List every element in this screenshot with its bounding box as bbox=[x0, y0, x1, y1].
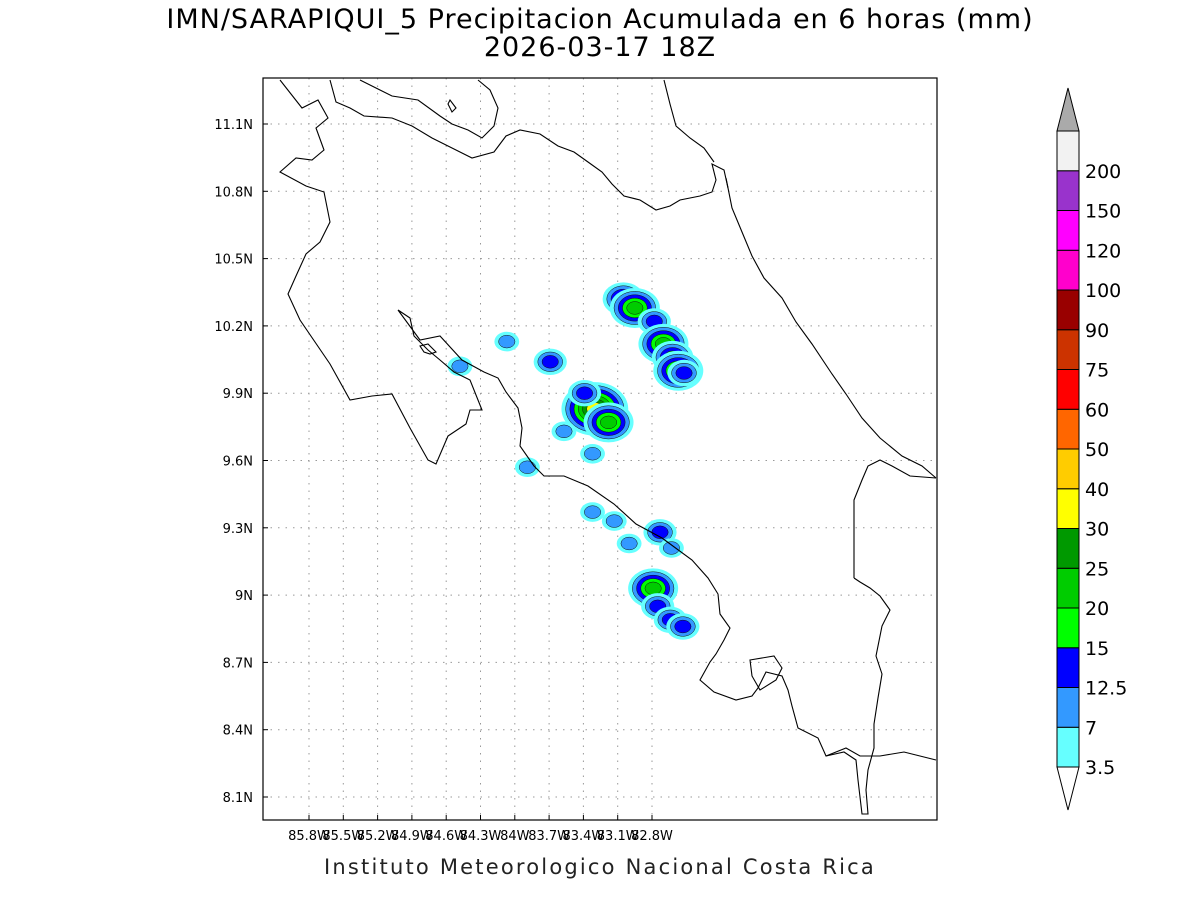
colorbar-segment bbox=[1056, 130, 1080, 172]
lon-tick-label: 83.1W bbox=[597, 829, 639, 844]
lat-tick-label: 8.1N bbox=[223, 791, 253, 806]
lon-tick-label: 83.7W bbox=[528, 829, 570, 844]
rain-cell bbox=[580, 502, 605, 522]
rain-cell bbox=[447, 356, 473, 377]
lon-tick-label: 84.3W bbox=[460, 829, 502, 844]
colorbar-label: 40 bbox=[1085, 479, 1109, 501]
lat-tick-label: 9.6N bbox=[223, 455, 253, 470]
rain-cell bbox=[533, 348, 567, 375]
lat-tick-label: 10.8N bbox=[214, 185, 253, 200]
rain-cell bbox=[580, 443, 605, 464]
colorbar-segment bbox=[1056, 170, 1080, 211]
colorbar-segment bbox=[1056, 567, 1080, 609]
lat-tick-label: 10.5N bbox=[214, 253, 253, 268]
colorbar-label: 75 bbox=[1085, 360, 1109, 382]
lat-tick-label: 11.1N bbox=[214, 118, 253, 133]
rain-contour bbox=[600, 415, 618, 430]
colorbar-label: 15 bbox=[1085, 638, 1109, 660]
colorbar-segment bbox=[1056, 488, 1080, 529]
lon-tick-label: 83.4W bbox=[562, 829, 604, 844]
colorbar-label: 12.5 bbox=[1085, 678, 1127, 700]
colorbar-label: 50 bbox=[1085, 439, 1109, 461]
longitude-tick-labels: 85.8W85.5W85.2W84.9W84.6W84.3W84W83.7W83… bbox=[288, 829, 673, 844]
colorbar-segment bbox=[1056, 647, 1080, 688]
map-frame bbox=[262, 77, 938, 821]
lat-tick-label: 9.9N bbox=[223, 387, 253, 402]
colorbar-label: 150 bbox=[1085, 201, 1121, 223]
colorbar-segment bbox=[1056, 289, 1080, 331]
lon-tick-label: 85.2W bbox=[357, 829, 399, 844]
precipitation-field bbox=[447, 282, 704, 640]
colorbar-label: 3.5 bbox=[1085, 757, 1115, 779]
colorbar-segment bbox=[1056, 329, 1080, 370]
colorbar-label: 20 bbox=[1085, 598, 1109, 620]
rain-contour bbox=[541, 355, 559, 369]
colorbar-label: 200 bbox=[1085, 161, 1121, 183]
latitude-tick-labels: 11.1N 10.8N 10.5N 10.2N 9.9N 9.6N 9.3N 9N 8.7N 8.… bbox=[214, 118, 253, 806]
lat-tick-label: 8.7N bbox=[223, 656, 253, 671]
lon-tick-label: 84W bbox=[500, 829, 530, 844]
rain-contour bbox=[675, 366, 693, 380]
footer-credit: Instituto Meteorologico Nacional Costa R… bbox=[324, 855, 876, 879]
colorbar-segment bbox=[1056, 210, 1080, 251]
colorbar-segment bbox=[1056, 369, 1080, 410]
lon-tick-label: 85.5W bbox=[322, 829, 364, 844]
colorbar-segment bbox=[1056, 249, 1080, 291]
rain-contour bbox=[584, 505, 601, 519]
colorbar-label: 30 bbox=[1085, 519, 1109, 541]
rain-cell bbox=[666, 613, 700, 640]
rain-cell bbox=[659, 538, 684, 558]
colorbar-segment bbox=[1056, 687, 1080, 728]
colorbar-segment bbox=[1056, 528, 1080, 569]
colorbar-label: 100 bbox=[1085, 280, 1121, 302]
colorbar-label: 60 bbox=[1085, 399, 1109, 421]
lon-tick-label: 85.8W bbox=[288, 829, 330, 844]
colorbar-label: 90 bbox=[1085, 320, 1109, 342]
rain-contour bbox=[451, 359, 469, 373]
colorbar-label: 25 bbox=[1085, 558, 1109, 580]
colorbar-segment bbox=[1056, 408, 1080, 450]
map-subtitle-date: 2026-03-17 18Z bbox=[483, 32, 717, 63]
lat-tick-label: 10.2N bbox=[214, 320, 253, 335]
map-title: IMN/SARAPIQUI_5 Precipitacion Acumulada … bbox=[166, 4, 1034, 35]
lon-tick-label: 84.6W bbox=[425, 829, 467, 844]
rain-contour bbox=[644, 581, 662, 596]
lat-tick-label: 9.3N bbox=[223, 522, 253, 537]
rain-contour bbox=[518, 460, 536, 474]
rain-cell bbox=[667, 359, 701, 387]
colorbar-label: 7 bbox=[1085, 717, 1097, 739]
rain-contour bbox=[620, 536, 638, 551]
rain-cell bbox=[583, 402, 634, 443]
rain-cell bbox=[601, 511, 627, 531]
rain-contour bbox=[605, 514, 623, 528]
lat-tick-label: 8.4N bbox=[223, 724, 253, 739]
lon-tick-label: 82.8W bbox=[631, 829, 673, 844]
map-area bbox=[279, 79, 937, 815]
colorbar-segment bbox=[1056, 607, 1080, 649]
colorbar-under-arrow bbox=[1056, 766, 1080, 811]
colorbar-label: 120 bbox=[1085, 240, 1121, 262]
colorbar-segment bbox=[1056, 448, 1080, 490]
rain-contour bbox=[662, 541, 680, 555]
rain-contour bbox=[626, 301, 644, 315]
rain-cell bbox=[551, 421, 577, 442]
rain-contour bbox=[584, 447, 601, 461]
colorbar-over-arrow bbox=[1056, 87, 1080, 132]
colorbar-segment bbox=[1056, 726, 1080, 768]
map-grid bbox=[263, 78, 937, 820]
lon-tick-label: 84.9W bbox=[391, 829, 433, 844]
coastline bbox=[279, 79, 937, 815]
rain-cell bbox=[616, 533, 642, 554]
rain-contour bbox=[498, 334, 516, 349]
rain-contour bbox=[576, 386, 593, 400]
rain-contour bbox=[674, 619, 692, 634]
rain-cell bbox=[494, 331, 520, 352]
lat-tick-label: 9N bbox=[235, 589, 253, 604]
rain-cell bbox=[514, 457, 540, 478]
colorbar-legend: 3.5 7 12.5 15 20 25 30 40 50 60 75 90 100 120 150 200 bbox=[1056, 87, 1127, 811]
rain-contour bbox=[555, 424, 573, 438]
rain-cell bbox=[567, 380, 602, 407]
